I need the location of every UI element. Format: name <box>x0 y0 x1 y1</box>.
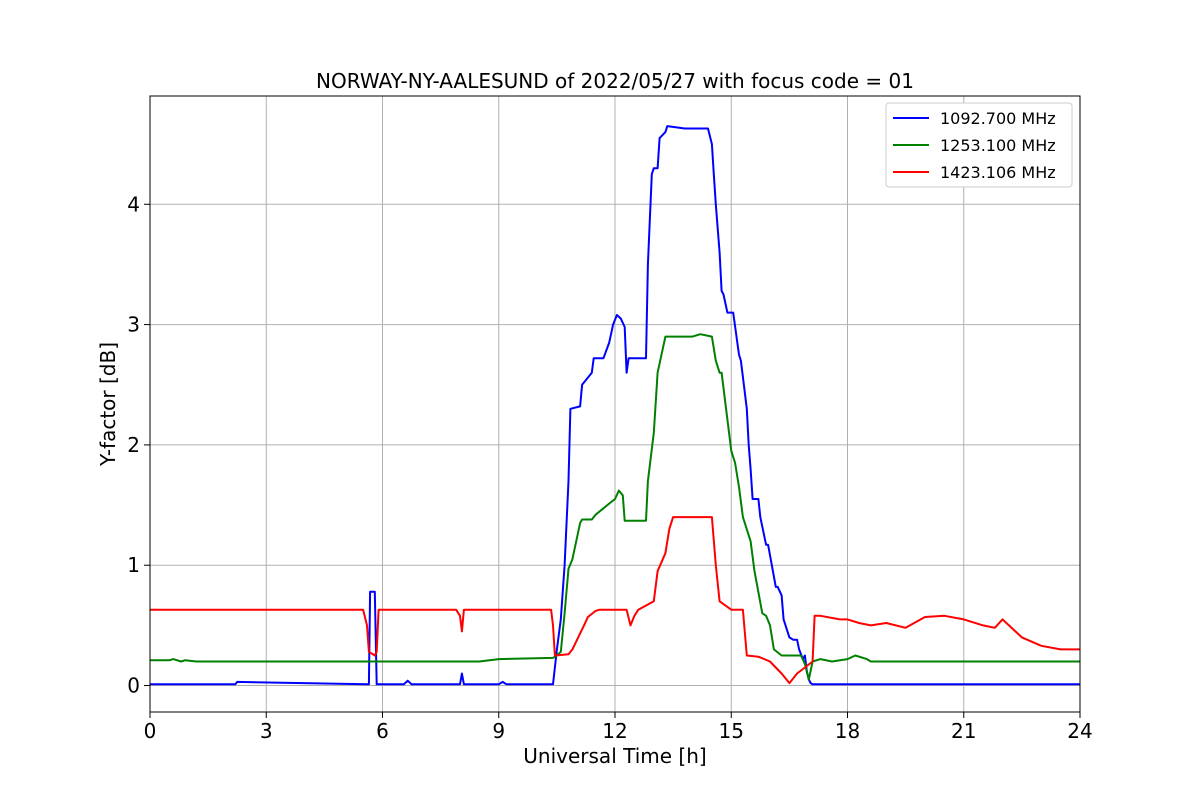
x-tick-label-6: 18 <box>835 719 860 743</box>
y-axis-ticks: 0 1 2 3 4 <box>127 192 150 698</box>
legend-entries: 1092.700 MHz 1253.100 MHz 1423.106 MHz <box>893 109 1056 182</box>
y-tick-label-0: 0 <box>127 674 140 698</box>
x-tick-label-0: 0 <box>144 719 157 743</box>
x-tick-label-4: 12 <box>602 719 627 743</box>
series-line-1 <box>150 125 1080 686</box>
legend-label-1: 1092.700 MHz <box>940 109 1056 128</box>
series-line-3 <box>150 516 1080 685</box>
y-axis-label: Y-factor [dB] <box>96 342 120 467</box>
y-tick-label-3: 3 <box>127 313 140 337</box>
x-tick-label-7: 21 <box>951 719 976 743</box>
grid-lines <box>149 96 1081 712</box>
legend-label-2: 1253.100 MHz <box>940 136 1056 155</box>
legend-box <box>885 102 1073 188</box>
legend: 1092.700 MHz 1253.100 MHz 1423.106 MHz <box>885 102 1073 188</box>
x-tick-label-3: 9 <box>492 719 505 743</box>
y-tick-label-4: 4 <box>127 192 140 216</box>
x-tick-label-1: 3 <box>260 719 273 743</box>
x-tick-label-2: 6 <box>376 719 389 743</box>
x-axis-label: Universal Time [h] <box>523 744 706 768</box>
x-tick-label-8: 24 <box>1067 719 1092 743</box>
x-tick-label-5: 15 <box>719 719 744 743</box>
y-tick-label-1: 1 <box>127 553 140 577</box>
series-lines <box>150 125 1080 686</box>
y-tick-label-2: 2 <box>127 433 140 457</box>
chart-title: NORWAY-NY-AALESUND of 2022/05/27 with fo… <box>316 69 914 93</box>
legend-label-3: 1423.106 MHz <box>940 163 1056 182</box>
x-axis-ticks: 0 3 6 9 12 15 18 21 24 <box>144 712 1093 743</box>
